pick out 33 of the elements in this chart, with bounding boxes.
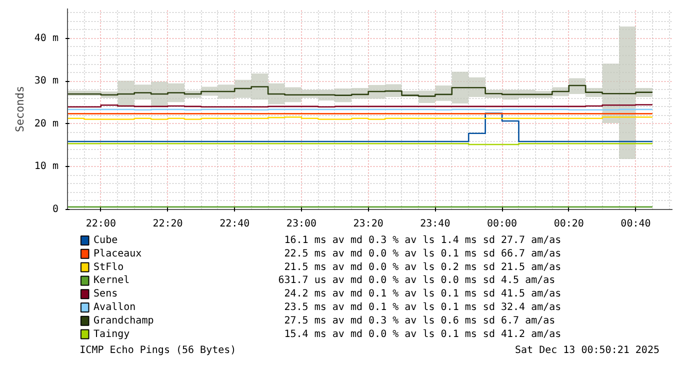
x-tick-label: 22:20 [152,218,183,230]
y-tick-label: 30 m [34,76,59,87]
text: ICMP Echo Pings (56 Bytes) [80,345,236,356]
legend-label: Grandchamp [94,315,154,326]
x-tick-label: 22:40 [220,218,250,230]
x-tick-label: 22:00 [86,218,116,230]
x-tick-label: 00:20 [554,218,584,230]
text: 24.2 ms av md 0.1 % av ls 0.1 ms sd 41.5 am/as [284,288,562,300]
x-tick-label: 23:00 [286,218,317,230]
text: 16.1 ms av md 0.3 % av ls 1.4 ms sd 27.7 am/as [284,235,562,246]
legend-label: Taingy [94,328,130,340]
text: 27.5 ms av md 0.3 % av ls 0.6 ms sd 6.7 am/as [284,315,556,326]
x-tick-label: 23:20 [353,218,384,230]
y-tick-label: 40 m [34,32,59,44]
legend-label: Placeaux [94,248,142,260]
legend-label: Cube [94,235,118,246]
legend-label: Avallon [94,302,136,313]
legend-label: Sens [94,288,118,300]
x-tick-label: 00:00 [486,218,518,230]
text: 631.7 us av md 0.0 % av ls 0.0 ms sd 4.5 am/as [278,275,556,286]
x-tick-label: 23:40 [420,218,450,230]
text: 22.5 ms av md 0.0 % av ls 0.1 ms sd 66.7 am/as [284,248,562,260]
text: 15.4 ms av md 0.0 % av ls 0.1 ms sd 41.2 am/as [284,328,562,340]
legend-label: Kernel [94,275,130,286]
x-tick-label: 00:40 [620,218,651,230]
text: Sat Dec 13 00:50:21 2025 [514,345,660,356]
legend-label: StFlo [94,262,124,273]
y-axis-title: Seconds [13,86,26,132]
text: 21.5 ms av md 0.0 % av ls 0.2 ms sd 21.5 am/as [284,262,562,273]
text: 23.5 ms av md 0.1 % av ls 0.1 ms sd 32.4 am/as [284,302,562,313]
y-tick-label: 20 m [34,118,59,130]
y-tick-label: 10 m [34,161,59,172]
y-tick-label: 0 [52,204,59,215]
